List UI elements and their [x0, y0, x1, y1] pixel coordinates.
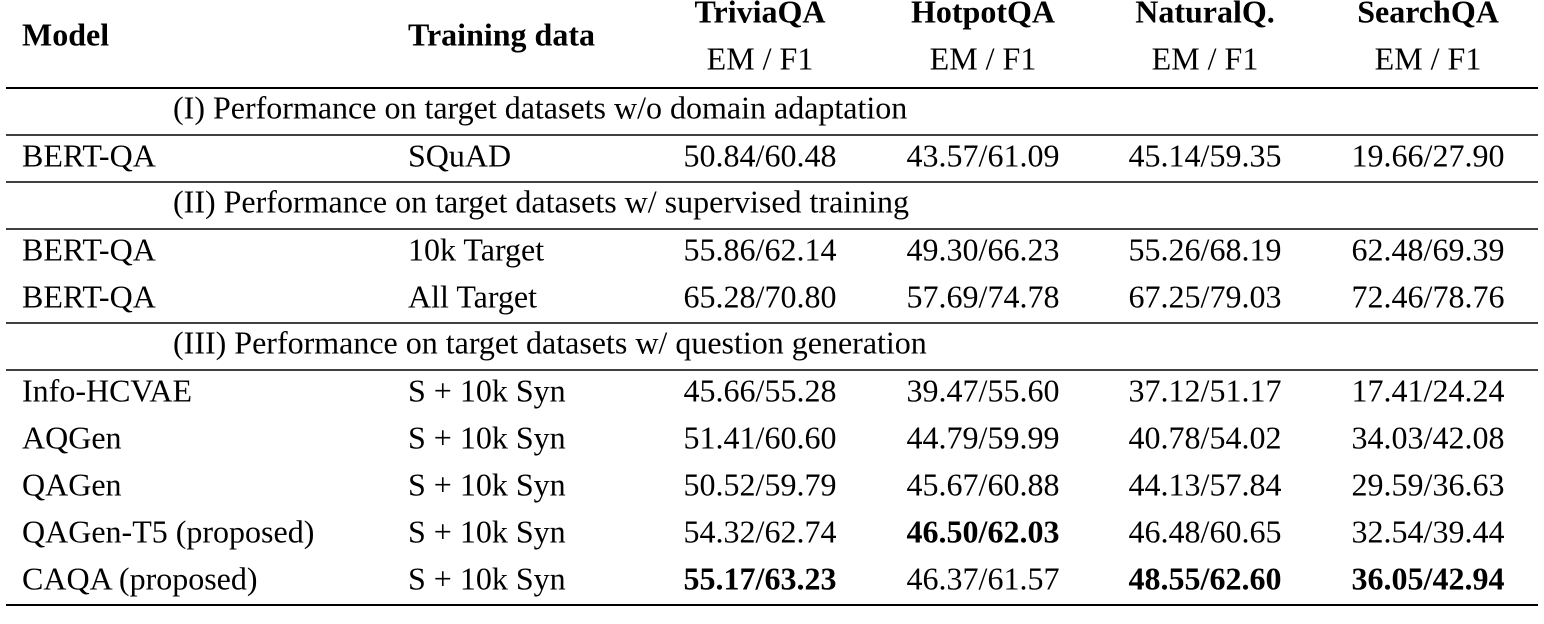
- cell-score: 34.03/42.08: [1352, 419, 1505, 455]
- cell-score: 44.79/59.99: [907, 419, 1060, 455]
- cell-score: 45.14/59.35: [1129, 137, 1282, 173]
- cell-score: 55.86/62.14: [684, 231, 837, 267]
- cell-model: Info-HCVAE: [22, 372, 192, 408]
- cell-score: 50.52/59.79: [684, 466, 837, 502]
- cell-model: QAGen-T5 (proposed): [22, 513, 314, 549]
- cell-score: 40.78/54.02: [1129, 419, 1282, 455]
- cell-model: BERT-QA: [22, 278, 156, 314]
- cell-score: 51.41/60.60: [684, 419, 837, 455]
- cell-score: 67.25/79.03: [1129, 278, 1282, 314]
- cell-model: BERT-QA: [22, 137, 156, 173]
- cell-score: 72.46/78.76: [1352, 278, 1505, 314]
- cell-score: 43.57/61.09: [907, 137, 1060, 173]
- cell-training: S + 10k Syn: [408, 419, 566, 455]
- cell-score: 29.59/36.63: [1352, 466, 1505, 502]
- cell-training: S + 10k Syn: [408, 466, 566, 502]
- cell-training: SQuAD: [408, 137, 511, 173]
- section-title: (I) Performance on target datasets w/o d…: [173, 89, 907, 125]
- section-title: (II) Performance on target datasets w/ s…: [173, 183, 909, 219]
- cell-training: 10k Target: [408, 231, 544, 267]
- header-model: Model: [22, 16, 109, 52]
- header-dataset: TriviaQA: [695, 0, 826, 29]
- cell-score: 50.84/60.48: [684, 137, 837, 173]
- cell-model: CAQA (proposed): [22, 560, 258, 596]
- cell-score: 44.13/57.84: [1129, 466, 1282, 502]
- cell-score: 46.37/61.57: [907, 560, 1060, 596]
- cell-model: BERT-QA: [22, 231, 156, 267]
- header-training: Training data: [408, 16, 595, 52]
- cell-score: 49.30/66.23: [907, 231, 1060, 267]
- cell-score: 54.32/62.74: [684, 513, 837, 549]
- cell-model: AQGen: [22, 419, 122, 455]
- cell-score: 62.48/69.39: [1352, 231, 1505, 267]
- cell-score: 37.12/51.17: [1129, 372, 1282, 408]
- cell-score: 17.41/24.24: [1352, 372, 1505, 408]
- cell-score: 45.67/60.88: [907, 466, 1060, 502]
- cell-score: 55.26/68.19: [1129, 231, 1282, 267]
- header-metric: EM / F1: [1152, 40, 1259, 76]
- section-title: (III) Performance on target datasets w/ …: [173, 324, 927, 360]
- cell-score: 39.47/55.60: [907, 372, 1060, 408]
- cell-score: 55.17/63.23: [684, 560, 837, 596]
- cell-training: S + 10k Syn: [408, 513, 566, 549]
- header-dataset: NaturalQ.: [1135, 0, 1275, 29]
- cell-score: 46.50/62.03: [907, 513, 1060, 549]
- cell-score: 48.55/62.60: [1129, 560, 1282, 596]
- cell-training: S + 10k Syn: [408, 372, 566, 408]
- header-dataset: HotpotQA: [911, 0, 1055, 29]
- cell-score: 19.66/27.90: [1352, 137, 1505, 173]
- cell-score: 57.69/74.78: [907, 278, 1060, 314]
- cell-score: 36.05/42.94: [1352, 560, 1505, 596]
- cell-training: All Target: [408, 278, 537, 314]
- header-dataset: SearchQA: [1357, 0, 1499, 29]
- cell-score: 46.48/60.65: [1129, 513, 1282, 549]
- cell-score: 65.28/70.80: [684, 278, 837, 314]
- header-metric: EM / F1: [930, 40, 1037, 76]
- cell-training: S + 10k Syn: [408, 560, 566, 596]
- cell-score: 45.66/55.28: [684, 372, 837, 408]
- header-metric: EM / F1: [1375, 40, 1482, 76]
- cell-model: QAGen: [22, 466, 122, 502]
- cell-score: 32.54/39.44: [1352, 513, 1505, 549]
- header-metric: EM / F1: [707, 40, 814, 76]
